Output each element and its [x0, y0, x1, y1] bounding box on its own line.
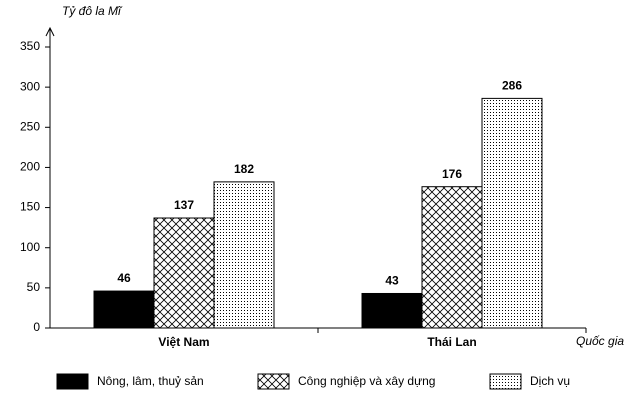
- value-label: 46: [117, 271, 131, 285]
- bar: [153, 217, 215, 329]
- legend-swatch: [489, 373, 522, 390]
- x-tick-label: Thái Lan: [427, 335, 476, 349]
- y-axis-arrow: [45, 26, 55, 37]
- value-label: 43: [385, 274, 399, 288]
- bar: [361, 292, 423, 329]
- value-label: 182: [234, 162, 254, 176]
- value-label: 286: [502, 79, 522, 93]
- legend-label: Công nghiệp và xây dựng: [298, 374, 435, 388]
- y-tick-label: 350: [20, 39, 40, 53]
- bar: [421, 186, 483, 329]
- legend-swatch: [56, 373, 89, 390]
- bar: [213, 181, 275, 329]
- legend-label: Dịch vụ: [530, 374, 570, 388]
- y-tick-label: 200: [20, 160, 40, 174]
- value-label: 176: [442, 167, 462, 181]
- x-axis-label: Quốc gia: [576, 334, 624, 348]
- legend-swatch: [257, 373, 290, 390]
- y-tick-label: 300: [20, 79, 40, 93]
- x-tick-label: Việt Nam: [158, 335, 209, 349]
- y-tick-label: 50: [27, 280, 41, 294]
- bar: [93, 290, 155, 329]
- y-tick-label: 0: [33, 320, 40, 334]
- y-tick-label: 250: [20, 119, 40, 133]
- y-tick-label: 150: [20, 200, 40, 214]
- y-tick-label: 100: [20, 240, 40, 254]
- y-axis-label: Tỷ đô la Mĩ: [62, 4, 123, 18]
- legend-label: Nông, lâm, thuỷ sản: [97, 374, 204, 388]
- value-label: 137: [174, 198, 194, 212]
- bar: [481, 97, 543, 329]
